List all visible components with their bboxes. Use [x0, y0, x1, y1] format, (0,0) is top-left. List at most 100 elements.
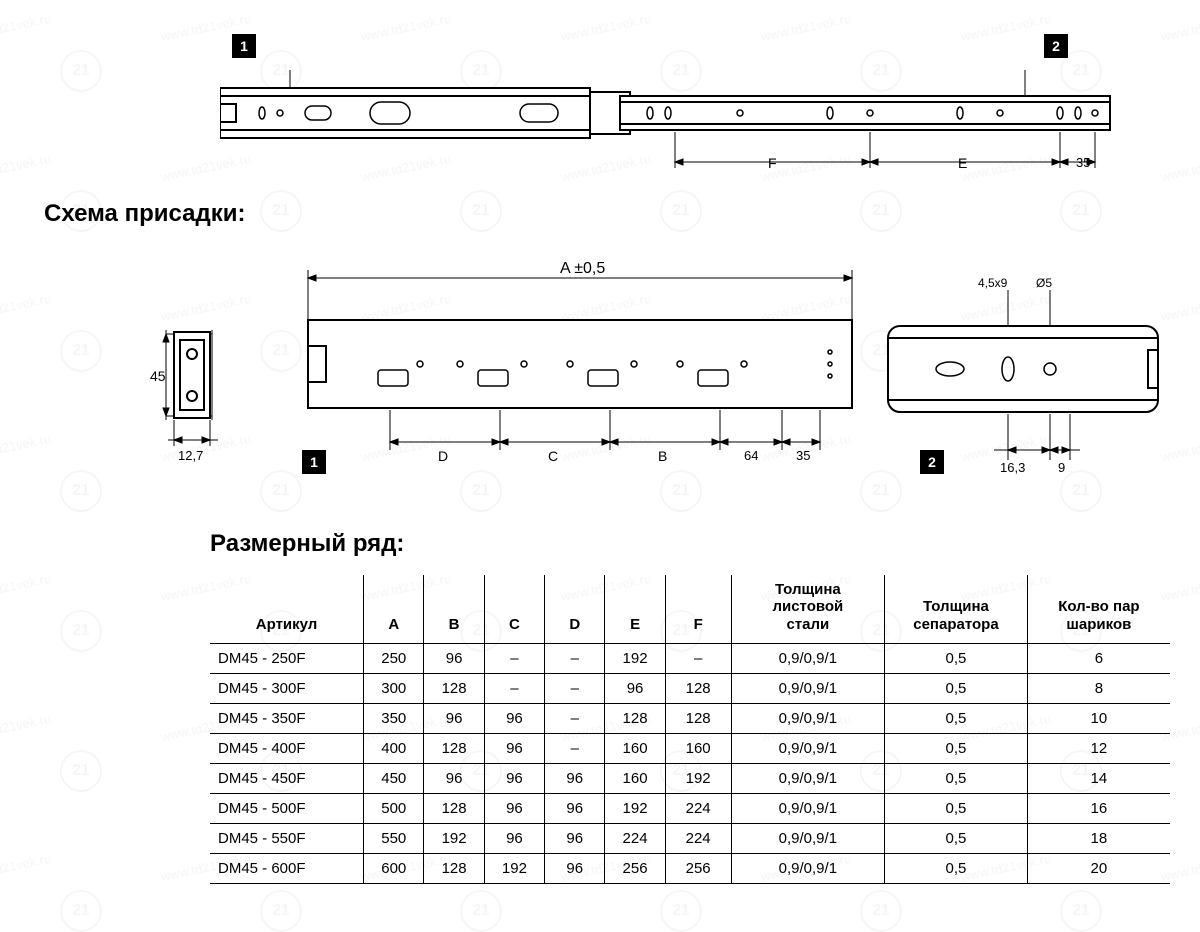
table-cell: DM45 - 350F	[210, 703, 364, 733]
dim-16-3: 16,3	[1000, 460, 1025, 475]
callout-1-mid: 1	[302, 450, 326, 474]
dim-35b: 35	[796, 448, 810, 463]
heading-drilling-scheme: Схема присадки:	[44, 200, 245, 228]
table-cell: 550	[364, 823, 424, 853]
table-cell: 96	[484, 763, 544, 793]
table-cell: 0,5	[885, 673, 1028, 703]
table-row: DM45 - 400F40012896–1601600,9/0,9/10,512	[210, 733, 1170, 763]
table-cell: 10	[1027, 703, 1170, 733]
table-col-0: Артикул	[210, 575, 364, 643]
table-cell: 96	[484, 793, 544, 823]
table-col-1: A	[364, 575, 424, 643]
table-cell: 0,5	[885, 643, 1028, 673]
table-cell: 128	[605, 703, 665, 733]
table-cell: –	[484, 673, 544, 703]
table-row: DM45 - 350F3509696–1281280,9/0,9/10,510	[210, 703, 1170, 733]
table-cell: –	[665, 643, 731, 673]
table-cell: 0,9/0,9/1	[731, 823, 885, 853]
table-cell: DM45 - 550F	[210, 823, 364, 853]
table-row: DM45 - 550F55019296962242240,9/0,9/10,51…	[210, 823, 1170, 853]
table-cell: 600	[364, 853, 424, 883]
table-row: DM45 - 600F600128192962562560,9/0,9/10,5…	[210, 853, 1170, 883]
dim-F-top: F	[768, 155, 777, 171]
table-cell: 96	[484, 703, 544, 733]
table-cell: 0,9/0,9/1	[731, 733, 885, 763]
table-cell: 96	[545, 763, 605, 793]
table-cell: 16	[1027, 793, 1170, 823]
table-cell: 256	[665, 853, 731, 883]
drawing-top	[220, 70, 1120, 180]
table-cell: 192	[665, 763, 731, 793]
table-col-8: Толщинасепаратора	[885, 575, 1028, 643]
table-cell: 224	[665, 793, 731, 823]
table-cell: 96	[545, 853, 605, 883]
table-cell: 128	[424, 673, 484, 703]
table-cell: 300	[364, 673, 424, 703]
table-col-2: B	[424, 575, 484, 643]
table-col-6: F	[665, 575, 731, 643]
table-cell: 18	[1027, 823, 1170, 853]
table-cell: DM45 - 300F	[210, 673, 364, 703]
table-cell: 0,9/0,9/1	[731, 763, 885, 793]
dim-64: 64	[744, 448, 758, 463]
table-cell: 128	[424, 793, 484, 823]
table-cell: 0,9/0,9/1	[731, 703, 885, 733]
table-cell: 96	[484, 823, 544, 853]
table-cell: –	[545, 733, 605, 763]
dim-12-7: 12,7	[178, 448, 203, 463]
table-cell: DM45 - 450F	[210, 763, 364, 793]
table-cell: 96	[545, 823, 605, 853]
table-header-row: АртикулABCDEFТолщиналистовойсталиТолщина…	[210, 575, 1170, 643]
table-cell: 192	[605, 643, 665, 673]
table-cell: 0,5	[885, 823, 1028, 853]
table-cell: 250	[364, 643, 424, 673]
table-cell: 6	[1027, 643, 1170, 673]
table-col-3: C	[484, 575, 544, 643]
table-cell: 0,5	[885, 853, 1028, 883]
table-cell: 96	[484, 733, 544, 763]
table-cell: 0,9/0,9/1	[731, 853, 885, 883]
drawing-rail-side	[300, 260, 860, 480]
table-col-4: D	[545, 575, 605, 643]
table-cell: 12	[1027, 733, 1170, 763]
table-cell: 14	[1027, 763, 1170, 793]
table-cell: 500	[364, 793, 424, 823]
table-cell: –	[484, 643, 544, 673]
table-body: DM45 - 250F25096––192–0,9/0,9/10,56DM45 …	[210, 643, 1170, 883]
table-cell: 128	[424, 733, 484, 763]
size-table: АртикулABCDEFТолщиналистовойсталиТолщина…	[210, 575, 1170, 884]
table-cell: 0,5	[885, 763, 1028, 793]
table-cell: 400	[364, 733, 424, 763]
table-cell: –	[545, 643, 605, 673]
table-cell: 192	[424, 823, 484, 853]
table-cell: 128	[665, 673, 731, 703]
table-cell: 96	[545, 793, 605, 823]
dim-D: D	[438, 448, 448, 464]
table-row: DM45 - 450F4509696961601920,9/0,9/10,514	[210, 763, 1170, 793]
table-cell: 20	[1027, 853, 1170, 883]
table-cell: DM45 - 400F	[210, 733, 364, 763]
table-cell: 256	[605, 853, 665, 883]
table-cell: 350	[364, 703, 424, 733]
dim-C: C	[548, 448, 558, 464]
dim-4-5x9: 4,5x9	[978, 276, 1007, 290]
size-table-container: АртикулABCDEFТолщиналистовойсталиТолщина…	[210, 575, 1170, 884]
table-cell: 0,9/0,9/1	[731, 793, 885, 823]
table-cell: DM45 - 250F	[210, 643, 364, 673]
table-cell: 160	[605, 763, 665, 793]
table-cell: –	[545, 673, 605, 703]
table-cell: DM45 - 500F	[210, 793, 364, 823]
dim-E-top: E	[958, 155, 967, 171]
table-cell: 96	[424, 643, 484, 673]
dim-d5: Ø5	[1036, 276, 1052, 290]
heading-size-range: Размерный ряд:	[210, 530, 404, 558]
drawing-cross-section	[160, 320, 250, 470]
dim-B: B	[658, 448, 667, 464]
table-cell: 128	[424, 853, 484, 883]
dim-A: A ±0,5	[560, 260, 605, 278]
dim-9: 9	[1058, 460, 1065, 475]
table-cell: DM45 - 600F	[210, 853, 364, 883]
table-row: DM45 - 300F300128––961280,9/0,9/10,58	[210, 673, 1170, 703]
table-cell: 0,5	[885, 703, 1028, 733]
table-cell: 224	[665, 823, 731, 853]
